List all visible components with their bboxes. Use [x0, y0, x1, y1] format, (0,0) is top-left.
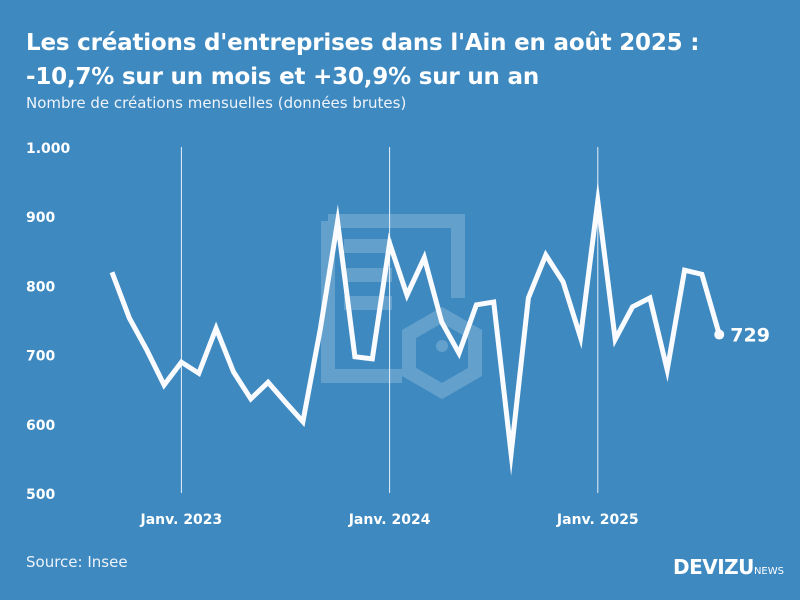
source-note: Source: Insee	[26, 553, 128, 571]
last-value-label: 729	[730, 325, 770, 347]
y-tick-label: 900	[26, 210, 55, 226]
logo-main: DEVIZU	[673, 555, 754, 579]
series-line	[109, 181, 722, 476]
watermark-dot	[436, 340, 448, 352]
logo-suffix: NEWS	[753, 566, 784, 577]
y-tick-label: 600	[26, 418, 55, 434]
x-tick-label: Janv. 2025	[556, 512, 639, 528]
chart-title: Les créations d'entreprises dans l'Ain e…	[26, 30, 700, 90]
x-tick-label: Janv. 2024	[348, 512, 431, 528]
y-tick-label: 700	[26, 349, 55, 365]
chart-subtitle: Nombre de créations mensuelles (données …	[26, 94, 407, 112]
devizu-logo: DEVIZUNEWS	[673, 555, 784, 579]
x-tick-label: Janv. 2023	[140, 512, 223, 528]
y-tick-label: 500	[26, 487, 55, 503]
y-tick-label: 800	[26, 279, 55, 295]
y-tick-label: 1.000	[26, 141, 71, 157]
last-point-marker	[714, 329, 725, 340]
